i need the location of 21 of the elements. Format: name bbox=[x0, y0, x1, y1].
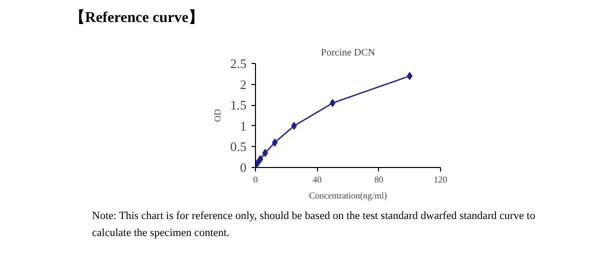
point bbox=[257, 155, 264, 164]
point bbox=[330, 99, 336, 108]
y-tick-label: 2 bbox=[240, 76, 246, 92]
y-tick-label: 0.5 bbox=[230, 139, 246, 154]
y-axis-title: OD bbox=[212, 108, 222, 122]
y-tick-label: 0 bbox=[240, 160, 246, 175]
y-tick-label: 1 bbox=[240, 118, 246, 134]
y-tick-label: 2.5 bbox=[230, 56, 246, 71]
point bbox=[406, 72, 412, 80]
chart-title: Porcine DCN bbox=[320, 48, 376, 58]
x-tick-label: 120 bbox=[434, 174, 448, 184]
x-tick-label: 0 bbox=[253, 174, 258, 184]
point bbox=[262, 148, 268, 157]
x-axis-title: Concentration(ng/ml) bbox=[309, 190, 387, 200]
x-tick-label: 40 bbox=[312, 174, 322, 184]
chart-subtitle: 【Reference curve】 bbox=[70, 8, 204, 28]
text: Note: This chart is for reference only, should be based on the test standard dwarfed standard curve to calculate the specimen content. bbox=[92, 209, 536, 241]
point bbox=[291, 122, 297, 130]
y-tick-label: 1.5 bbox=[230, 98, 246, 113]
x-tick-label: 80 bbox=[374, 174, 384, 184]
point bbox=[272, 138, 278, 147]
